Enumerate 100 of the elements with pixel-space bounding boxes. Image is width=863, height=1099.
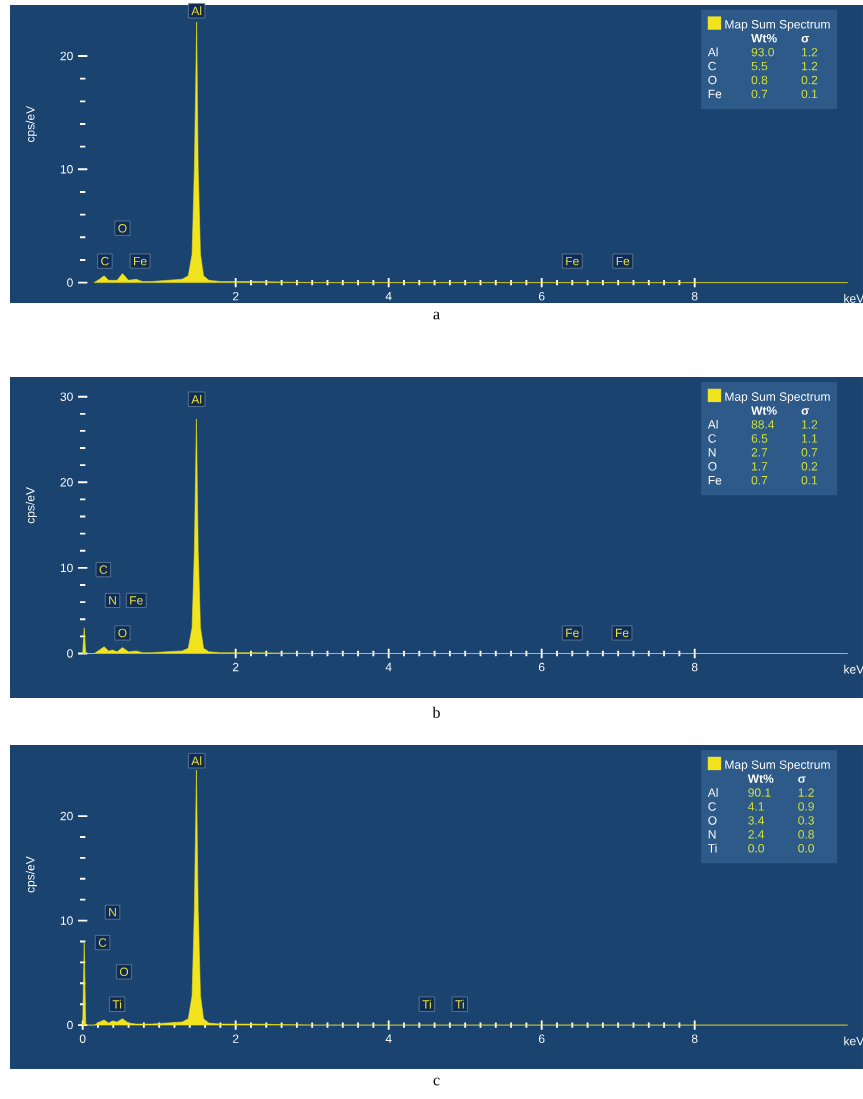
y-axis-title: cps/eV (25, 487, 37, 524)
legend-label: Map Sum Spectrum (725, 760, 830, 772)
annotation: σ (801, 36, 810, 43)
annotation: C (708, 61, 716, 71)
y-tick-label: 0 (67, 649, 73, 658)
y-tick-label: 0 (67, 1020, 73, 1030)
x-tick-label: 4 (385, 1034, 392, 1043)
annotation: C (99, 565, 108, 574)
annotation: 4.1 (748, 802, 764, 811)
annotation: 1.1 (802, 434, 818, 443)
annotation: 0.9 (798, 802, 814, 811)
annotation: Wt% (747, 774, 774, 783)
y-tick-label: 20 (60, 51, 73, 61)
annotation: 0.1 (801, 89, 818, 99)
legend-label: Map Sum Spectrum (725, 20, 830, 31)
annotation: O (708, 462, 717, 471)
annotation: C (101, 256, 109, 266)
y-tick-label: 10 (60, 563, 73, 573)
annotation: N (708, 830, 716, 839)
annotation: Fe (708, 89, 722, 99)
annotation: 6.5 (751, 434, 768, 443)
annotation: Ti (708, 843, 717, 853)
annotation: 2.4 (748, 830, 765, 839)
annotation: 0.7 (751, 89, 768, 99)
annotation: Wt% (751, 406, 777, 415)
text: b (432, 706, 440, 718)
annotation: Al (707, 419, 718, 429)
x-tick-label: 6 (538, 291, 545, 301)
annotation: Al (191, 394, 202, 404)
x-tick-label: 8 (691, 662, 698, 672)
annotation: 0.1 (801, 475, 818, 485)
annotation: Al (191, 756, 202, 766)
annotation: Fe (566, 628, 579, 638)
y-tick-label: 0 (67, 278, 73, 287)
annotation: Ti (422, 999, 431, 1009)
y-tick-label: 10 (60, 916, 73, 925)
annotation: 1.2 (802, 61, 818, 71)
y-axis-title: cps/eV (25, 105, 37, 143)
annotation: O (119, 967, 129, 977)
y-tick-label: 20 (60, 811, 73, 821)
x-tick-label: 8 (691, 291, 698, 301)
annotation: Al (191, 6, 202, 16)
annotation: 93.0 (751, 47, 774, 57)
annotation: σ (801, 408, 810, 415)
y-tick-label: 30 (60, 392, 73, 401)
annotation: C (708, 434, 716, 443)
annotation: Fe (616, 256, 630, 266)
annotation: 1.2 (802, 420, 818, 429)
annotation: Wt% (751, 34, 777, 43)
annotation: 3.4 (748, 816, 765, 825)
annotation: 0.8 (751, 75, 768, 85)
x-tick-label: 2 (232, 1034, 239, 1043)
annotation: Al (707, 787, 718, 797)
annotation: Fe (134, 256, 147, 266)
annotation: 1.2 (802, 47, 818, 57)
text: c (433, 1077, 440, 1086)
y-tick-label: 10 (60, 165, 73, 174)
annotation: σ (798, 776, 806, 783)
x-tick-label: 2 (232, 291, 239, 301)
y-axis-title: cps/eV (25, 856, 37, 893)
annotation: 5.5 (751, 61, 768, 71)
annotation: 90.1 (748, 788, 771, 797)
annotation: O (118, 223, 127, 233)
annotation: C (98, 938, 107, 947)
x-tick-label: 6 (538, 1034, 545, 1043)
x-tick-label: 0 (79, 1034, 86, 1043)
annotation: Fe (566, 256, 579, 266)
annotation: N (109, 596, 116, 605)
annotation: 0.3 (798, 816, 814, 825)
annotation: 1.7 (752, 462, 768, 471)
x-tick-label: 4 (385, 291, 392, 301)
x-tick-label: 4 (385, 662, 392, 672)
annotation: Fe (130, 596, 143, 605)
x-tick-label: 8 (691, 1034, 698, 1043)
annotation: Ti (112, 999, 122, 1009)
annotation: Al (707, 47, 718, 57)
annotation: 2.7 (751, 448, 768, 457)
annotation: 0.0 (798, 844, 814, 853)
annotation: 0.7 (751, 475, 768, 485)
y-tick-label: 20 (60, 478, 73, 487)
annotation: Fe (616, 628, 629, 638)
annotation: C (708, 802, 716, 811)
annotation: 0.7 (801, 448, 818, 457)
text: a (433, 311, 440, 320)
annotation: 0.8 (798, 830, 814, 839)
annotation: O (708, 816, 717, 825)
annotation: Fe (708, 476, 722, 485)
annotation: 0.0 (748, 844, 764, 853)
annotation: 88.4 (751, 420, 775, 429)
annotation: N (109, 908, 116, 917)
annotation: Ti (455, 999, 464, 1009)
annotation: N (708, 448, 716, 457)
annotation: O (708, 75, 717, 85)
x-tick-label: 6 (538, 662, 545, 672)
legend-label: Map Sum Spectrum (725, 392, 830, 404)
x-tick-label: 2 (232, 662, 239, 672)
annotation: 0.2 (801, 75, 818, 85)
annotation: 1.2 (798, 788, 814, 797)
annotation: O (118, 628, 127, 638)
annotation: 0.2 (801, 462, 818, 471)
